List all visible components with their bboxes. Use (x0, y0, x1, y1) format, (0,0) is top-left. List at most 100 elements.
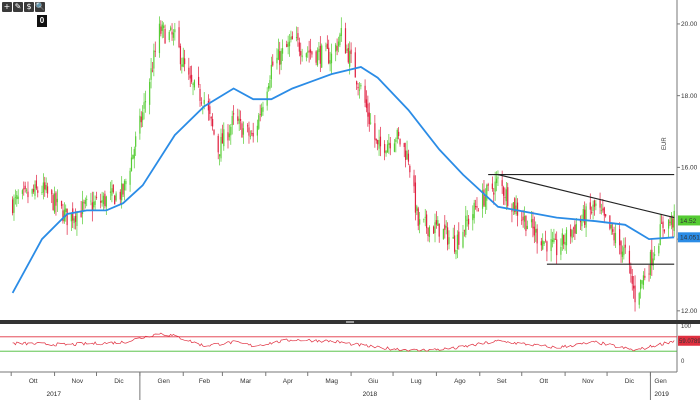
candle-body (551, 239, 554, 242)
candle-body (512, 202, 514, 211)
candle-body (174, 29, 176, 33)
candle-body (670, 215, 673, 225)
rsi-panel: 100 0 59.0789 (0, 324, 700, 365)
candle-body (428, 226, 431, 238)
candle-body (434, 222, 436, 234)
price-tick-label: 18.00 (681, 93, 698, 100)
candle-body (504, 196, 506, 198)
candle-body (481, 190, 484, 209)
candle-body (260, 107, 263, 116)
candle-body (288, 41, 291, 47)
month-label: Apr (283, 378, 294, 385)
candle-body (544, 239, 547, 241)
candle-body (41, 192, 43, 193)
candle-body (521, 219, 523, 221)
candle-body (530, 219, 533, 223)
pennant-upper-line (497, 174, 675, 219)
candle-body (228, 133, 230, 138)
tool-zero-indicator[interactable]: 0 (37, 15, 47, 27)
candle-body (14, 196, 16, 198)
candle-body (339, 34, 341, 46)
month-label: Ott (539, 378, 548, 385)
candle-body (171, 31, 173, 35)
dollar-icon[interactable]: $ (24, 2, 34, 12)
candle-body (570, 228, 572, 237)
candle-body (276, 57, 278, 64)
pencil-icon[interactable]: ✎ (13, 2, 23, 12)
candle-body (414, 182, 417, 213)
candle-body (563, 234, 565, 244)
candle-body (246, 125, 249, 127)
candle-body (142, 112, 144, 121)
rsi-line (12, 332, 675, 352)
candle-body (192, 83, 194, 85)
candle-body (63, 209, 65, 222)
candle-body (223, 129, 225, 147)
candle-body (298, 42, 300, 52)
plus-icon[interactable]: + (2, 2, 12, 12)
candle-body (35, 180, 37, 189)
candle-body (105, 196, 107, 207)
month-label: Mag (325, 378, 338, 385)
candle-body (396, 129, 398, 139)
magnifier-icon[interactable]: 🔍 (35, 2, 45, 12)
candle-body (340, 28, 342, 37)
candle-body (220, 136, 222, 159)
candle-body (121, 183, 123, 201)
candle-body (182, 57, 184, 67)
candle-body (368, 112, 370, 125)
candle-body (239, 118, 242, 121)
candle-body (378, 139, 380, 149)
candle-body (45, 185, 47, 191)
panel-divider-handle (346, 321, 354, 323)
candle-body (456, 234, 458, 250)
candle-body (164, 28, 166, 44)
candle-body (181, 64, 183, 67)
candle-body (668, 219, 670, 229)
candle-body (592, 204, 594, 211)
candle-body (525, 215, 527, 232)
candle-body (582, 209, 584, 221)
candle-body (403, 143, 405, 148)
candle-body (409, 165, 411, 173)
candle-body (135, 136, 137, 147)
candle-body (377, 140, 379, 145)
candle-body (90, 200, 92, 202)
candle-body (388, 142, 390, 146)
candle-body (100, 200, 102, 203)
candle-body (638, 293, 640, 305)
candle-body (281, 48, 284, 54)
candle-body (102, 195, 105, 205)
month-label: Dic (114, 378, 124, 385)
candle-body (119, 191, 121, 200)
candle-body (153, 50, 155, 69)
candle-body (149, 82, 151, 105)
candle-body (163, 25, 165, 28)
candle-body (122, 184, 124, 195)
candle-body (212, 118, 214, 127)
candle-body (497, 177, 499, 179)
candle-body (207, 100, 210, 111)
candle-body (200, 102, 203, 104)
candle-body (111, 188, 113, 196)
candle-body (83, 202, 85, 204)
candle-body (172, 32, 175, 38)
candle-body (395, 139, 397, 142)
candle-body (438, 223, 440, 237)
candle-body (231, 116, 233, 126)
candle-body (315, 51, 317, 63)
candle-body (435, 220, 438, 225)
candle-body (309, 49, 312, 53)
candle-body (267, 85, 270, 89)
candle-body (308, 50, 310, 53)
candle-body (53, 193, 56, 213)
candle-body (178, 27, 180, 47)
candle-body (252, 132, 254, 137)
candle-body (316, 50, 319, 66)
month-label: Nov (72, 378, 84, 385)
candle-body (227, 132, 229, 141)
candle-body (328, 47, 330, 64)
price-tick-label: 12.00 (681, 308, 698, 315)
candle-body (458, 231, 460, 245)
candle-body (619, 229, 621, 246)
